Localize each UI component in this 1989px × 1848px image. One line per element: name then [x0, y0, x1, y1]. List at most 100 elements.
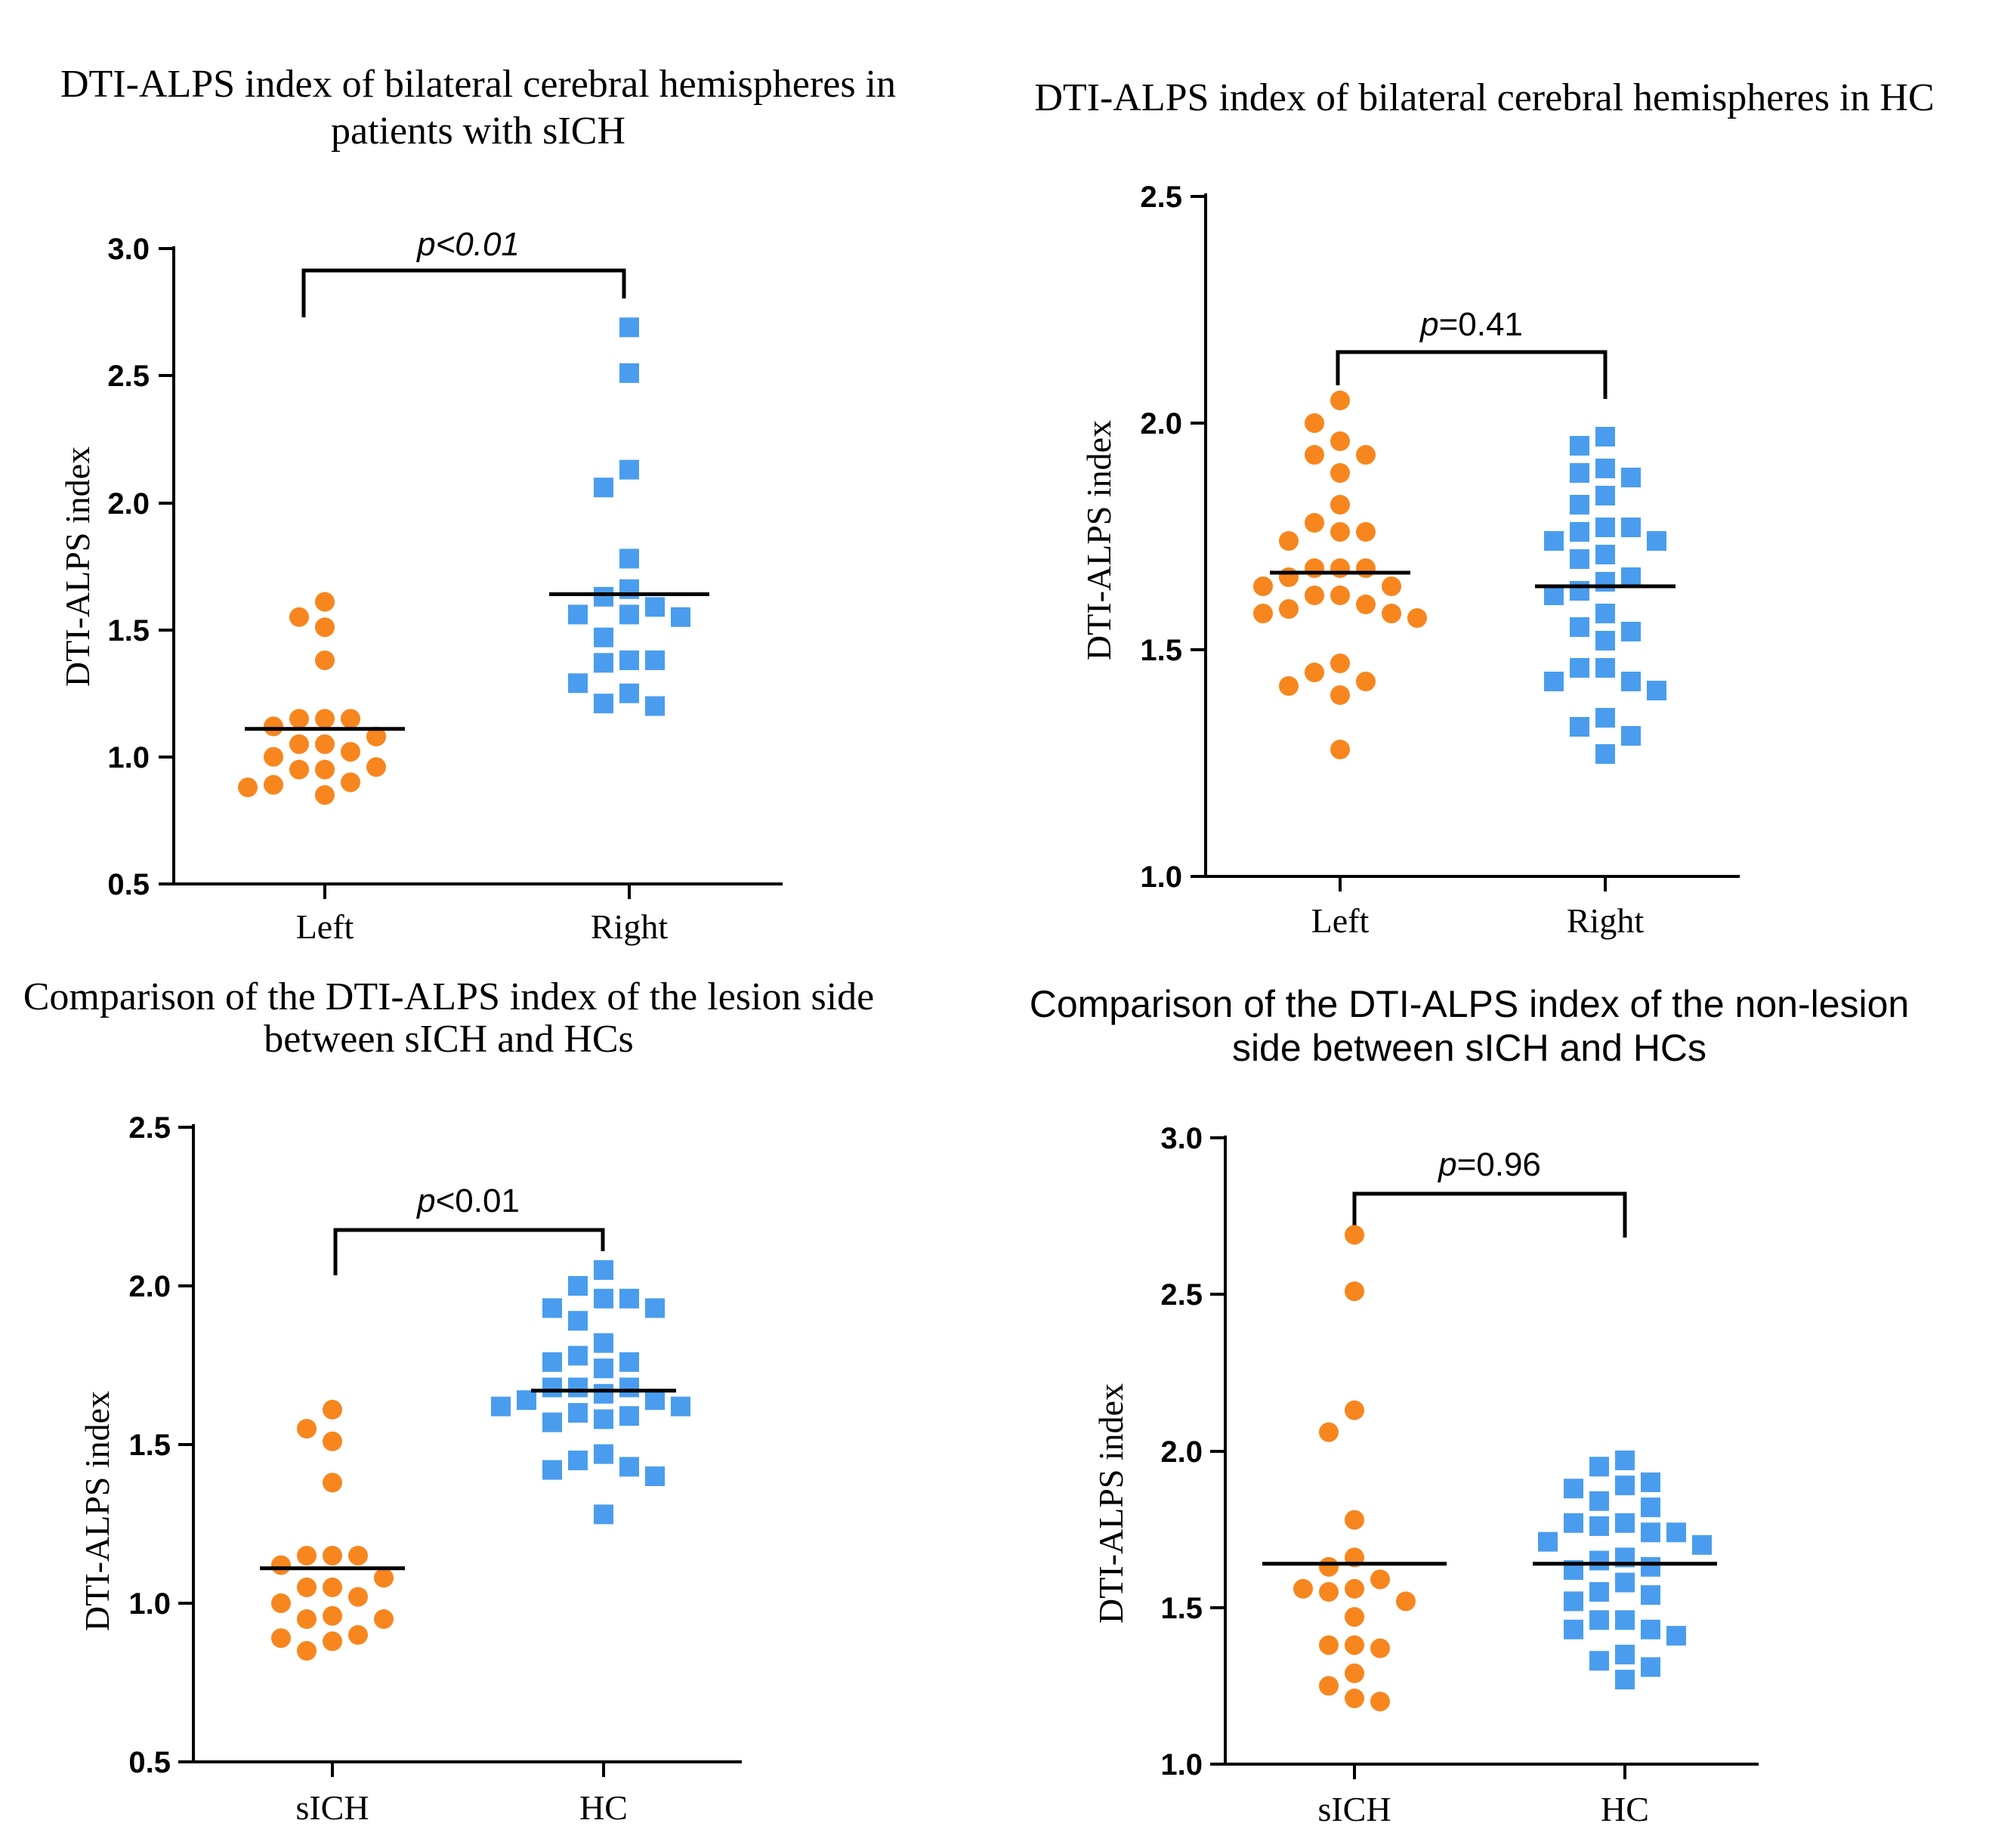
data-point-sich	[271, 1593, 291, 1613]
data-point-right	[594, 694, 613, 714]
y-tick-label: 2.5	[128, 1111, 171, 1145]
data-point-sich	[1345, 1635, 1364, 1655]
data-point-left	[341, 772, 360, 793]
data-point-left	[1407, 608, 1427, 628]
data-point-sich	[1319, 1582, 1339, 1602]
data-point-hc	[1615, 1572, 1635, 1593]
data-point-right	[1595, 572, 1615, 592]
data-point-hc	[594, 1288, 613, 1309]
data-point-left	[341, 709, 360, 729]
chart-panel-lesion-side: Comparison of the DTI-ALPS index of the …	[23, 975, 875, 1827]
data-points	[1262, 1225, 1717, 1712]
data-point-left	[289, 607, 309, 627]
data-point-hc	[1666, 1626, 1686, 1646]
data-point-left	[1305, 413, 1324, 433]
data-point-right	[1595, 459, 1615, 478]
data-point-hc	[645, 1298, 665, 1318]
data-point-right	[1595, 427, 1615, 447]
y-tick-labels: 0.5 1.0 1.5 2.0 2.5	[128, 1111, 171, 1779]
data-point-left	[264, 774, 283, 795]
data-point-right	[1621, 622, 1641, 641]
data-point-hc	[1692, 1534, 1712, 1555]
data-point-sich	[323, 1631, 342, 1652]
significance-bracket	[1336, 350, 1608, 399]
data-point-left	[1356, 595, 1376, 614]
data-point-hc	[1564, 1591, 1583, 1612]
data-point-right	[1595, 708, 1615, 728]
data-point-left	[315, 592, 335, 612]
data-point-hc	[568, 1346, 588, 1366]
data-point-right	[1621, 567, 1641, 587]
data-point-sich	[348, 1587, 368, 1607]
data-point-right	[594, 653, 613, 673]
data-point-left	[1330, 654, 1350, 673]
data-point-hc	[671, 1396, 690, 1417]
data-point-left	[1279, 599, 1299, 619]
data-point-hc	[568, 1451, 588, 1470]
data-point-sich	[323, 1399, 342, 1420]
data-point-hc	[1589, 1550, 1609, 1571]
data-point-hc	[517, 1390, 536, 1411]
data-point-left	[1382, 604, 1401, 623]
data-point-sich	[1370, 1692, 1390, 1712]
y-tick-label: 1.5	[1160, 1592, 1203, 1625]
y-axis-ticks	[1191, 195, 1206, 878]
data-point-right	[645, 597, 665, 617]
data-point-right	[619, 683, 639, 703]
data-point-sich	[1345, 1663, 1364, 1683]
data-point-hc	[1615, 1450, 1635, 1470]
data-point-right	[1647, 681, 1666, 700]
data-point-left	[1330, 495, 1350, 515]
data-point-left	[1330, 740, 1350, 759]
data-point-right	[1544, 672, 1564, 691]
data-point-hc	[1615, 1670, 1635, 1690]
data-point-left	[1356, 672, 1376, 691]
data-point-hc	[568, 1311, 588, 1331]
data-point-hc	[1538, 1531, 1558, 1552]
data-point-hc	[1564, 1513, 1583, 1533]
chart-panel-hc-bilateral: DTI-ALPS index of bilateral cerebral hem…	[1034, 76, 1934, 940]
data-point-sich	[271, 1555, 291, 1575]
y-tick-label: 3.0	[1160, 1122, 1203, 1155]
data-point-hc	[1589, 1610, 1609, 1630]
data-point-right	[1595, 604, 1615, 623]
data-point-left	[1330, 522, 1350, 542]
y-tick-label: 1.5	[128, 1429, 171, 1462]
data-point-sich	[323, 1546, 342, 1565]
data-point-hc	[1615, 1610, 1635, 1630]
data-point-left	[366, 757, 386, 777]
data-point-right	[1595, 518, 1615, 537]
data-point-sich	[1396, 1591, 1416, 1612]
y-axis-label: DTI-ALPS index	[78, 1391, 116, 1631]
data-point-right	[1570, 436, 1589, 456]
data-point-right	[619, 549, 639, 569]
data-point-left	[315, 650, 335, 670]
y-axis-label: DTI-ALPS index	[1079, 420, 1118, 660]
data-point-right	[1621, 726, 1641, 746]
data-point-hc	[619, 1352, 639, 1372]
data-point-hc	[1589, 1651, 1609, 1671]
data-point-right	[645, 650, 665, 670]
data-point-hc	[594, 1409, 613, 1429]
data-point-hc	[1564, 1619, 1583, 1639]
data-point-left	[1356, 445, 1376, 465]
data-point-sich	[323, 1578, 342, 1597]
data-point-right	[1595, 631, 1615, 651]
y-tick-label: 2.0	[128, 1270, 171, 1303]
data-point-sich	[1319, 1556, 1339, 1577]
data-point-hc	[619, 1288, 639, 1309]
data-point-hc	[594, 1333, 613, 1353]
data-point-left	[264, 716, 283, 737]
data-point-hc	[645, 1390, 665, 1411]
data-point-left	[366, 726, 386, 746]
y-tick-labels: 0.5 1.0 1.5 2.0 2.5 3.0	[107, 233, 150, 901]
data-point-right	[1621, 518, 1641, 537]
data-point-left	[1279, 531, 1299, 551]
data-point-hc	[1641, 1472, 1660, 1492]
data-point-right	[619, 363, 639, 383]
data-point-left	[1279, 676, 1299, 696]
data-point-left	[1305, 586, 1324, 605]
y-tick-label: 1.0	[128, 1587, 171, 1621]
data-point-left	[1305, 663, 1324, 682]
data-point-hc	[594, 1260, 613, 1280]
